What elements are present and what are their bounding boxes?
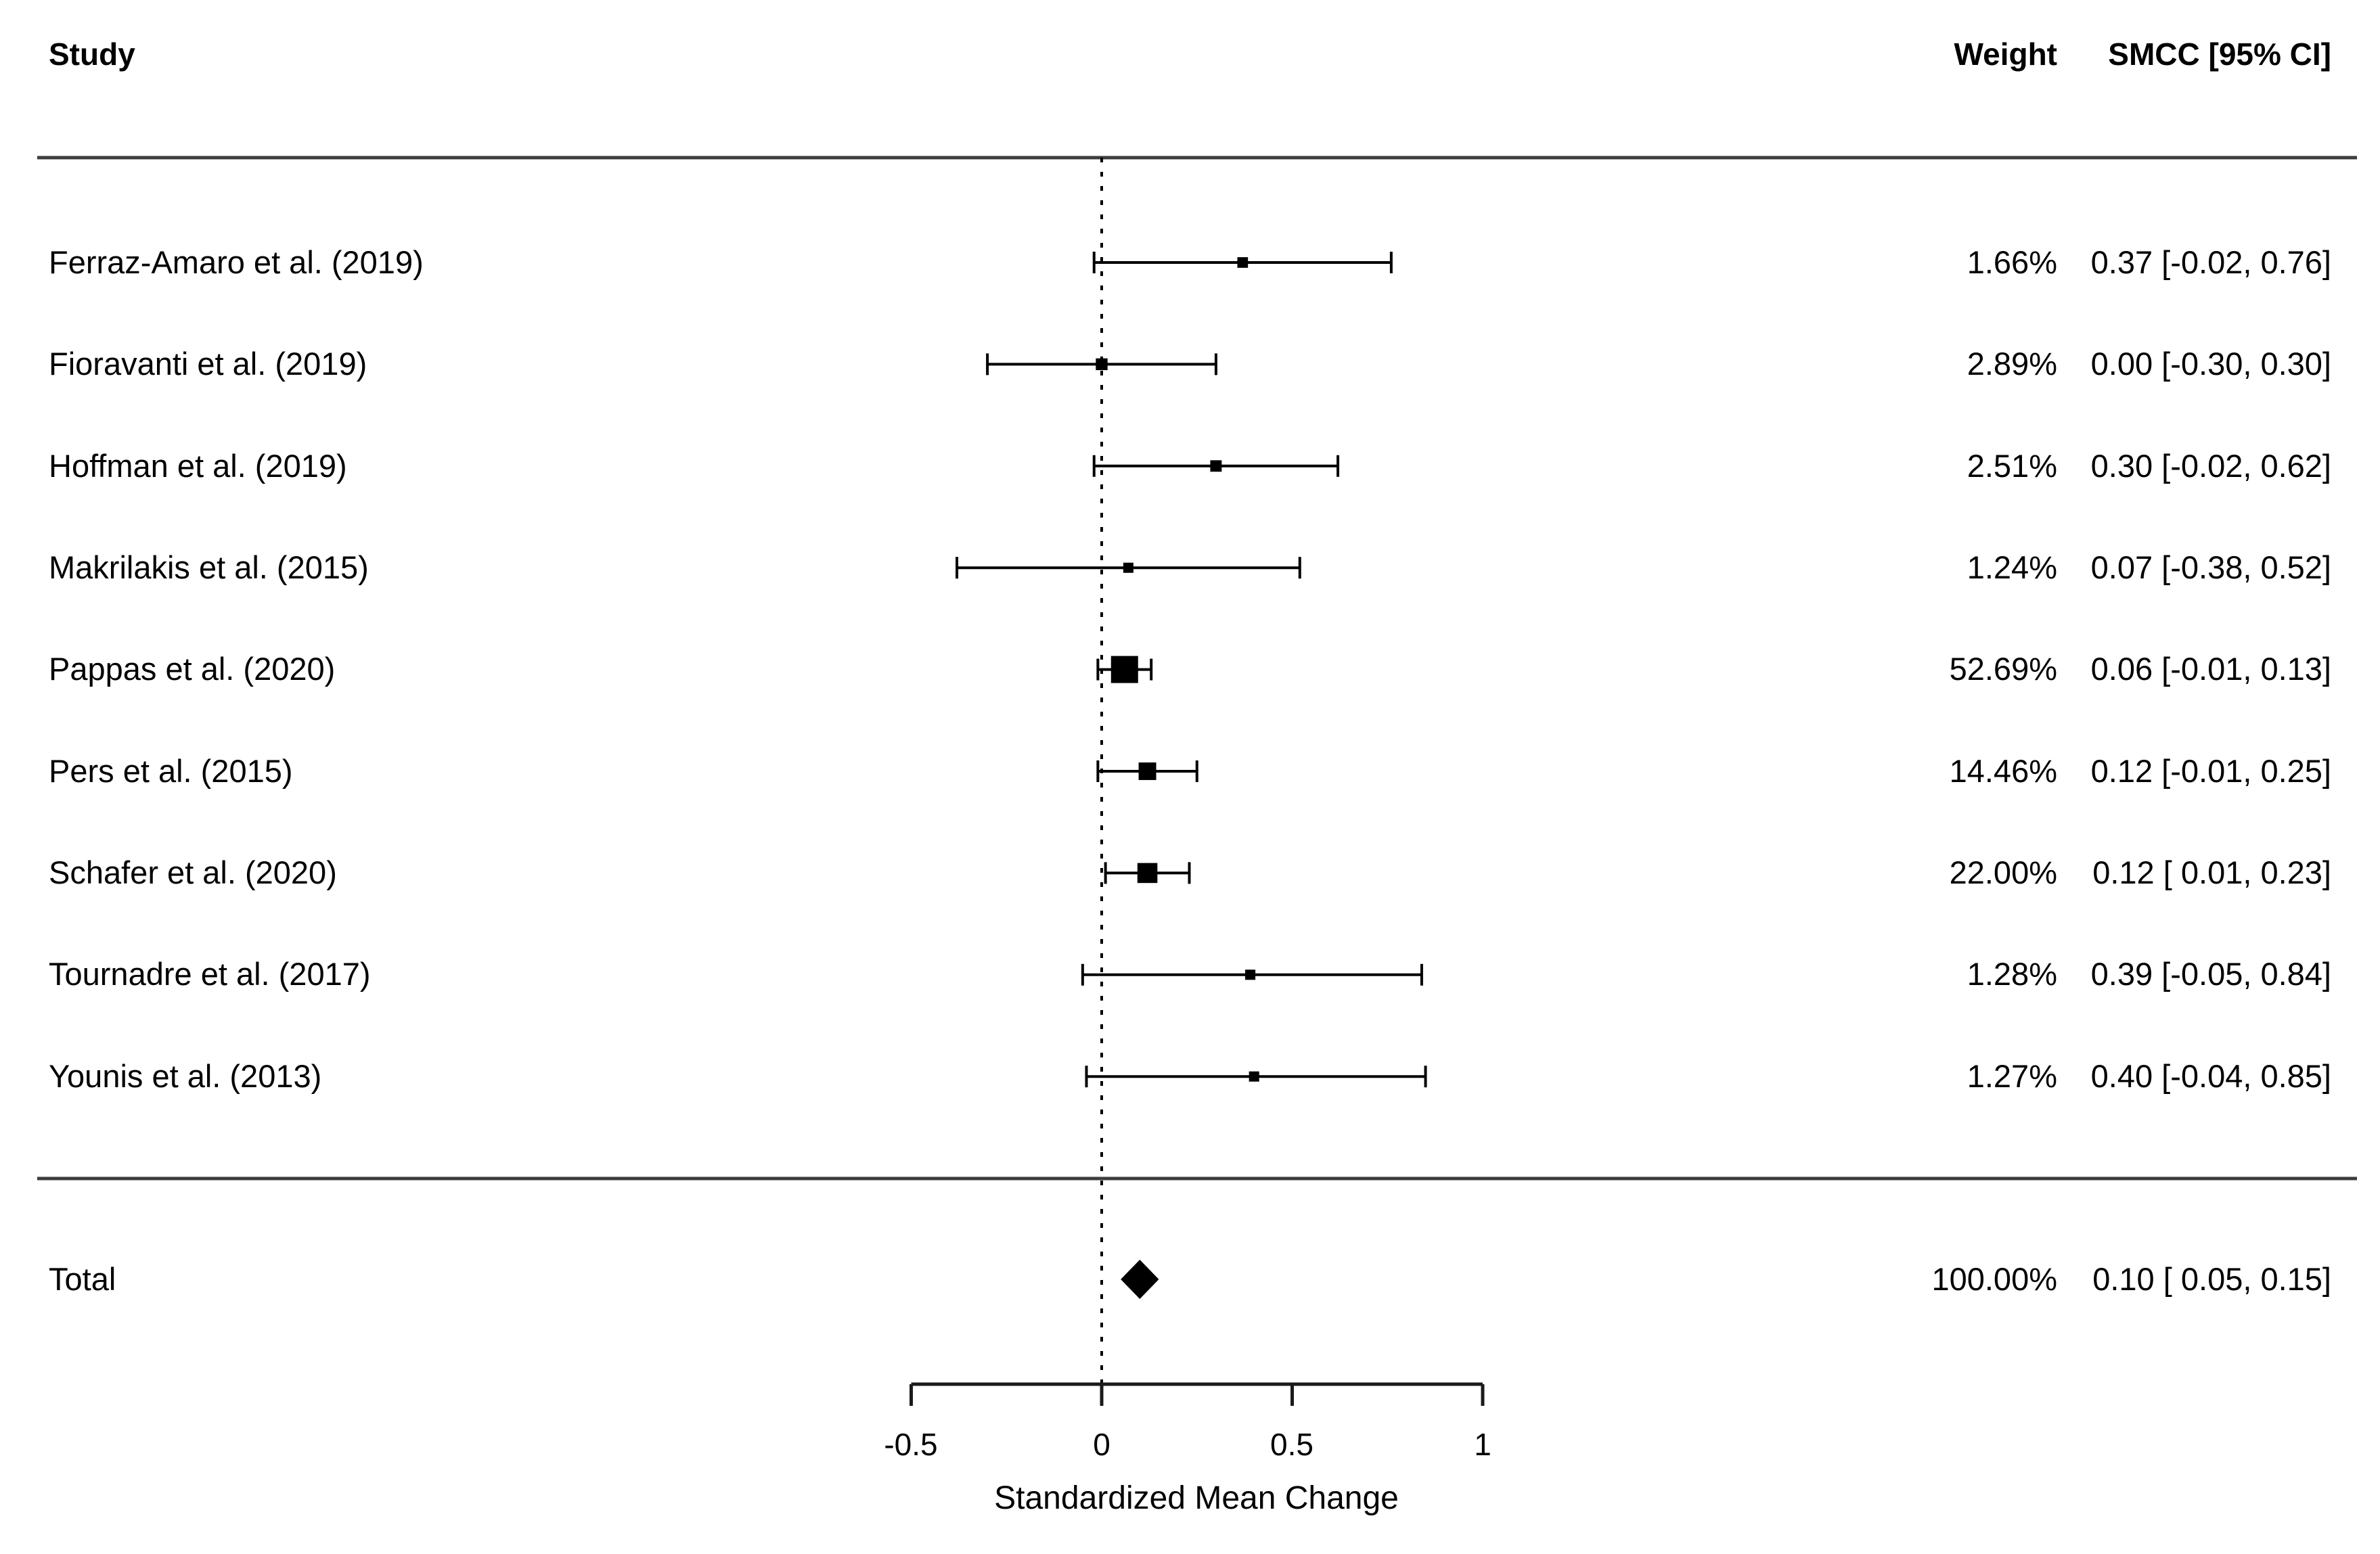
column-header-effect: SMCC [95% CI] — [2108, 37, 2331, 72]
point-estimate-square — [1249, 1071, 1259, 1082]
study-name: Ferraz-Amaro et al. (2019) — [49, 244, 424, 280]
total-weight: 100.00% — [1931, 1261, 2057, 1297]
column-header-study: Study — [49, 37, 135, 72]
study-weight: 22.00% — [1949, 854, 2057, 890]
study-effect: 0.40 [-0.04, 0.85] — [2090, 1058, 2331, 1094]
total-effect: 0.10 [ 0.05, 0.15] — [2092, 1261, 2331, 1297]
study-effect: 0.30 [-0.02, 0.62] — [2090, 448, 2331, 484]
point-estimate-square — [1138, 762, 1157, 780]
study-name: Hoffman et al. (2019) — [49, 448, 347, 484]
study-effect: 0.07 [-0.38, 0.52] — [2090, 549, 2331, 585]
study-name: Pers et al. (2015) — [49, 753, 293, 789]
x-tick-label: 0 — [1093, 1427, 1110, 1462]
study-weight: 52.69% — [1949, 651, 2057, 687]
study-effect: 0.12 [-0.01, 0.25] — [2090, 753, 2331, 789]
point-estimate-square — [1245, 969, 1256, 980]
point-estimate-square — [1210, 460, 1222, 472]
point-estimate-square — [1237, 257, 1249, 268]
point-estimate-square — [1110, 656, 1138, 683]
study-effect: 0.06 [-0.01, 0.13] — [2090, 651, 2331, 687]
summary-diamond — [1121, 1260, 1159, 1299]
study-weight: 1.66% — [1967, 244, 2057, 280]
study-weight: 1.27% — [1967, 1058, 2057, 1094]
study-weight: 1.24% — [1967, 549, 2057, 585]
x-axis-title: Standardized Mean Change — [994, 1480, 1399, 1516]
column-header-weight: Weight — [1954, 37, 2057, 72]
x-tick-label: 1 — [1474, 1427, 1491, 1462]
study-weight: 1.28% — [1967, 956, 2057, 992]
study-effect: 0.39 [-0.05, 0.84] — [2090, 956, 2331, 992]
study-effect: 0.00 [-0.30, 0.30] — [2090, 346, 2331, 382]
point-estimate-square — [1096, 358, 1108, 371]
total-label: Total — [49, 1261, 116, 1297]
x-tick-label: 0.5 — [1270, 1427, 1314, 1462]
x-tick-label: -0.5 — [884, 1427, 938, 1462]
study-effect: 0.37 [-0.02, 0.76] — [2090, 244, 2331, 280]
study-name: Makrilakis et al. (2015) — [49, 549, 369, 585]
study-name: Younis et al. (2013) — [49, 1058, 322, 1094]
study-effect: 0.12 [ 0.01, 0.23] — [2092, 854, 2331, 890]
point-estimate-square — [1137, 863, 1158, 884]
study-name: Fioravanti et al. (2019) — [49, 346, 367, 382]
study-weight: 2.89% — [1967, 346, 2057, 382]
study-weight: 14.46% — [1949, 753, 2057, 789]
study-name: Schafer et al. (2020) — [49, 854, 337, 890]
study-name: Pappas et al. (2020) — [49, 651, 336, 687]
point-estimate-square — [1123, 562, 1133, 573]
study-name: Tournadre et al. (2017) — [49, 956, 371, 992]
study-weight: 2.51% — [1967, 448, 2057, 484]
